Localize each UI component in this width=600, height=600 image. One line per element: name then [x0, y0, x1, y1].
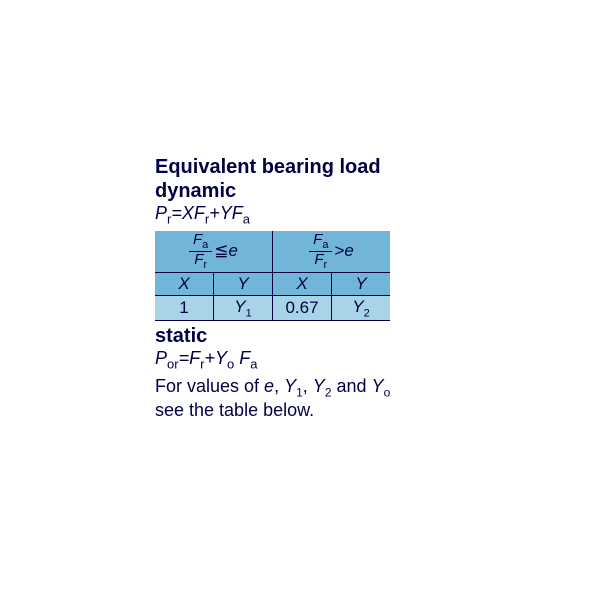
val-Y1: Y1 — [214, 295, 273, 320]
static-formula: Por=Fr+Yo Fa — [155, 348, 465, 372]
fraction-left: Fa Fr — [189, 232, 212, 271]
fraction-right: Fa Fr — [309, 232, 332, 271]
dynamic-formula: Pr=XFr+YFa — [155, 203, 465, 227]
col-X-right: X — [273, 272, 332, 295]
footnote: For values of e, Y1, Y2 and Yosee the ta… — [155, 376, 465, 422]
val-067: 0.67 — [273, 295, 332, 320]
col-Y-left: Y — [214, 272, 273, 295]
bearing-table: Fa Fr ≦e Fa Fr >​e X Y X Y 1 Y1 0.67 Y2 — [155, 231, 390, 322]
dynamic-label: dynamic — [155, 179, 465, 203]
main-title: Equivalent bearing load — [155, 155, 465, 179]
content-block: Equivalent bearing load dynamic Pr=XFr+Y… — [155, 155, 465, 421]
cond-gt-cell: Fa Fr >​e — [273, 231, 391, 273]
col-X-left: X — [155, 272, 214, 295]
val-1: 1 — [155, 295, 214, 320]
cond-le-cell: Fa Fr ≦e — [155, 231, 273, 273]
col-Y-right: Y — [332, 272, 391, 295]
static-label: static — [155, 325, 465, 348]
val-Y2: Y2 — [332, 295, 391, 320]
